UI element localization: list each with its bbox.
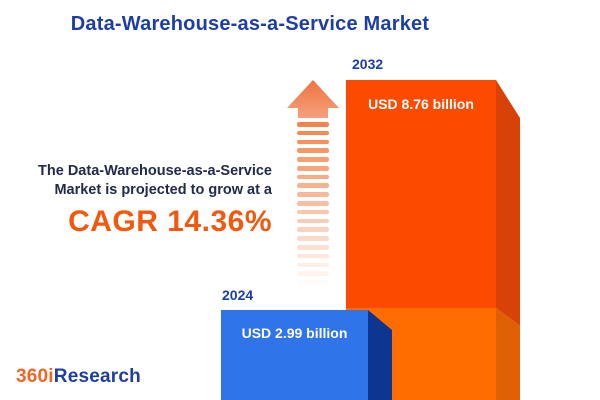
bar-2032-side-top [496, 80, 520, 326]
arrow-stripe [297, 192, 329, 197]
arrow-stripe [297, 280, 329, 285]
page-title: Data-Warehouse-as-a-Service Market [70, 13, 430, 35]
arrow-stripe [297, 122, 329, 127]
cagr-value: CAGR 14.36% [68, 205, 272, 238]
bar-value-2024: USD 2.99 billion [241, 325, 348, 341]
growth-arrow-head-icon [287, 80, 339, 118]
arrow-stripe [297, 157, 329, 162]
brand-logo: 360iResearch [16, 366, 141, 388]
arrow-stripe [297, 148, 329, 153]
arrow-stripe [297, 209, 329, 215]
arrow-stripe [297, 244, 329, 250]
bar-2024-side [368, 310, 392, 400]
bar-2032-side-bottom [496, 308, 520, 400]
bar-2024-face [221, 310, 368, 400]
projection-line-2: Market is projected to grow at a [54, 182, 272, 198]
arrow-stripe [297, 201, 329, 206]
arrow-stripe [297, 227, 329, 232]
logo-360i: 360i [16, 366, 54, 387]
arrow-stripe [297, 139, 329, 145]
year-label-2032: 2032 [352, 56, 384, 72]
bar-2032-face-top [346, 80, 496, 308]
arrow-stripe [297, 262, 329, 268]
bar-value-2032: USD 8.76 billion [368, 96, 474, 112]
year-label-2024: 2024 [222, 287, 254, 303]
arrow-stripe [297, 271, 329, 276]
arrow-stripe [297, 174, 329, 180]
arrow-stripes [297, 122, 329, 285]
arrow-stripe [297, 253, 329, 259]
logo-research: Research [53, 366, 141, 387]
arrow-stripe [297, 165, 329, 171]
arrow-stripe [297, 236, 329, 241]
arrow-stripe [297, 130, 329, 136]
arrow-stripe [297, 218, 329, 224]
arrow-stripe [297, 183, 329, 189]
projection-text: The Data-Warehouse-as-a-Service Market i… [0, 162, 272, 239]
projection-line-1: The Data-Warehouse-as-a-Service [38, 163, 272, 179]
